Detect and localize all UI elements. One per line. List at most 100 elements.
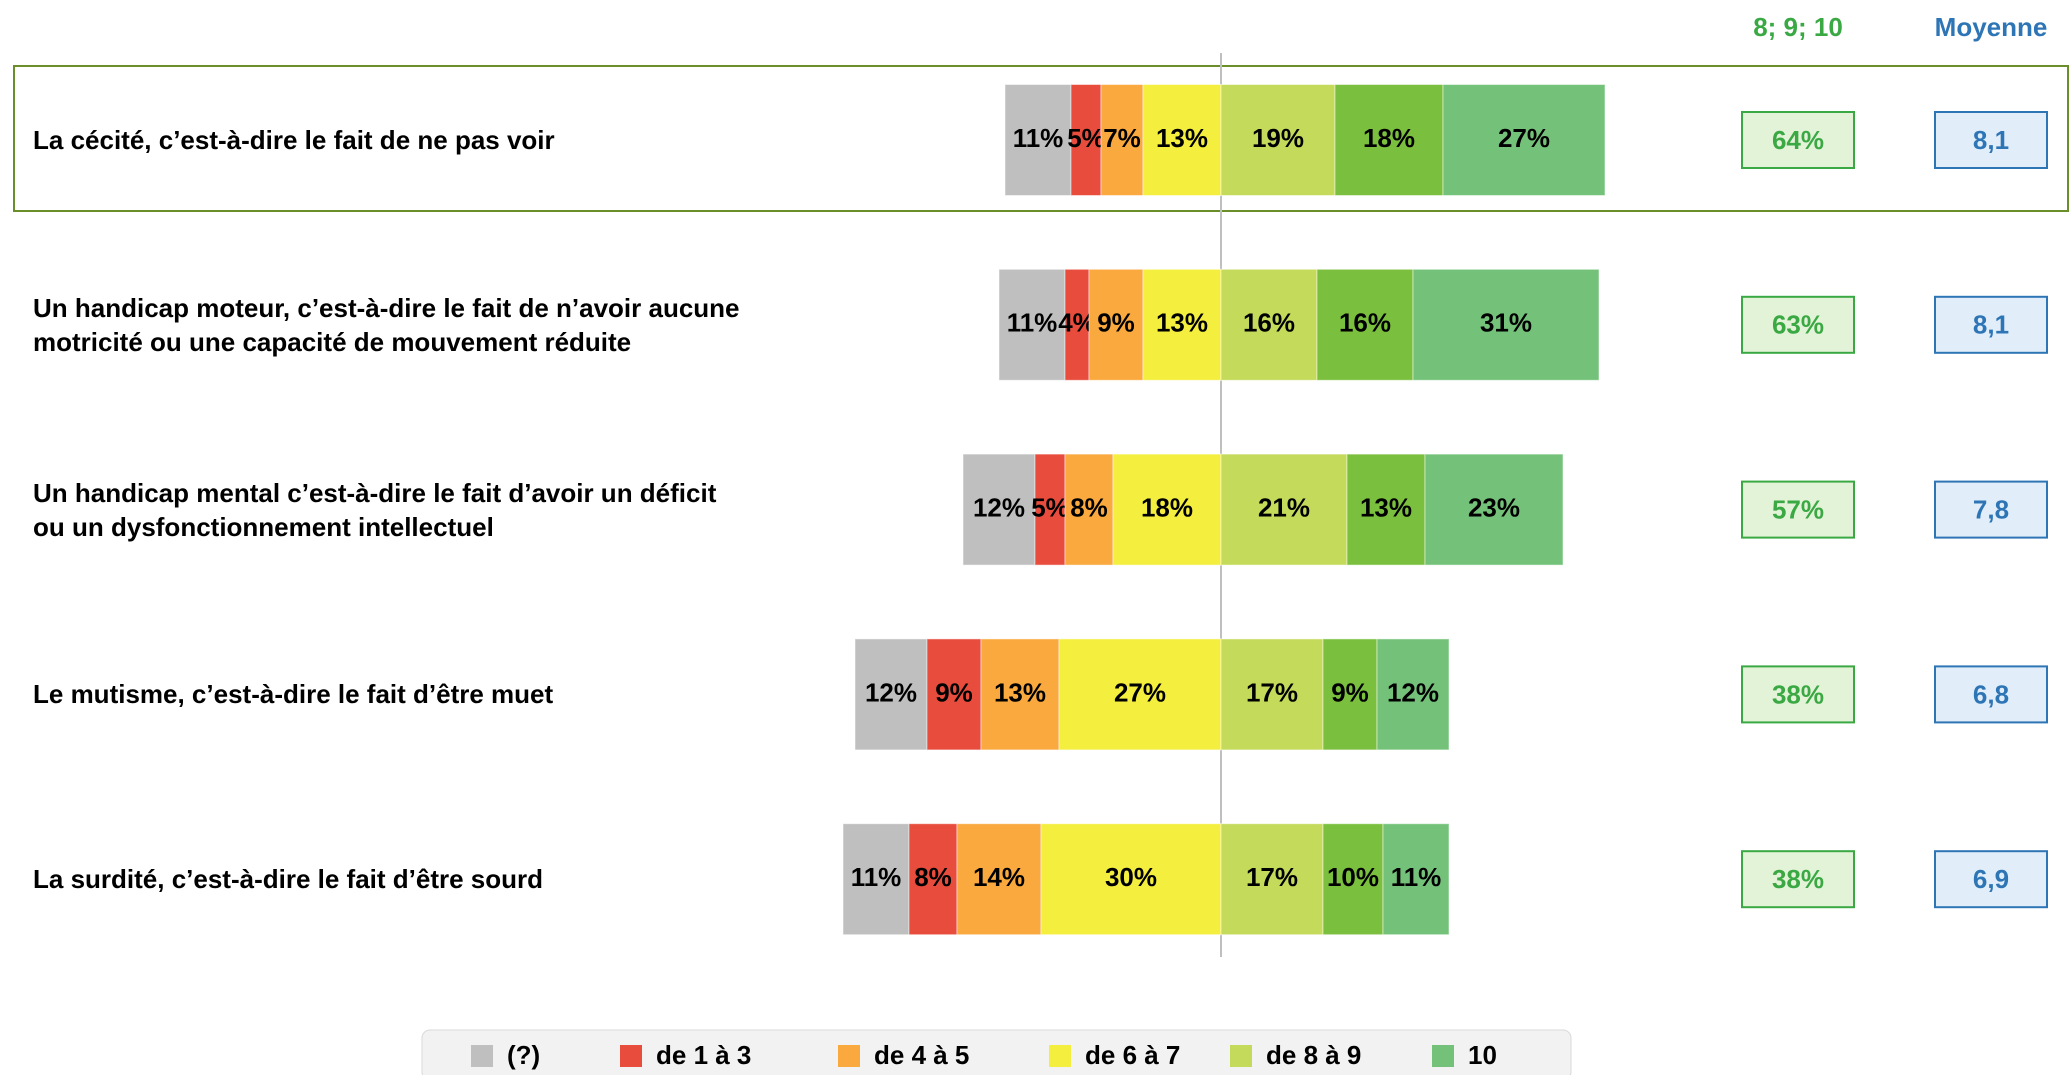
- bar-label: 11%: [851, 862, 902, 892]
- bar-label: 11%: [1013, 123, 1064, 153]
- bar-segment: [998, 268, 1066, 381]
- legend-swatch: [838, 1045, 860, 1067]
- mean-box: [1934, 480, 2048, 539]
- bar-segment: [908, 823, 958, 936]
- legend-label: de 6 à 7: [1085, 1040, 1180, 1070]
- bar-segment: [1322, 823, 1384, 936]
- bar-label: 7%: [1103, 123, 1141, 153]
- legend-box: [421, 1029, 1572, 1075]
- bar-segment: [1346, 453, 1426, 566]
- mean-box-label: 8,1: [1973, 125, 2009, 155]
- bar-segment: [956, 823, 1042, 936]
- bar-segment: [842, 823, 910, 936]
- top-box-label: 57%: [1772, 494, 1824, 524]
- mean-box-header: Moyenne: [1935, 12, 2048, 42]
- bar-label: 10%: [1327, 862, 1379, 892]
- bar-segment: [1334, 84, 1444, 196]
- legend-swatch: [1049, 1045, 1071, 1067]
- row-label: La surdité, c’est-à-dire le fait d’être …: [33, 864, 544, 895]
- bar-segment: [1220, 268, 1318, 381]
- bar-segment: [1376, 638, 1450, 751]
- bar-label: 16%: [1339, 308, 1391, 338]
- bar-segment: [1034, 453, 1066, 566]
- top-box-header: 8; 9; 10: [1753, 12, 1843, 42]
- bar-label: 18%: [1363, 123, 1415, 153]
- bar-segment: [1220, 453, 1348, 566]
- bar-segment: [1322, 638, 1378, 751]
- bar-label: 19%: [1252, 123, 1304, 153]
- mean-box-label: 7,8: [1973, 494, 2009, 524]
- row-label: La cécité, c’est-à-dire le fait de ne pa…: [33, 125, 555, 155]
- mean-box: [1934, 111, 2048, 169]
- bar-label: 13%: [1156, 308, 1208, 338]
- legend-label: 10: [1468, 1040, 1497, 1070]
- bar-label: 31%: [1480, 308, 1532, 338]
- top-box-label: 38%: [1772, 864, 1824, 894]
- bar-label: 12%: [865, 677, 917, 707]
- bar-label: 12%: [973, 492, 1025, 522]
- bar-label: 18%: [1141, 492, 1193, 522]
- top-box: [1741, 665, 1855, 724]
- bar-segment: [926, 638, 982, 751]
- legend-swatch: [1432, 1045, 1454, 1067]
- bar-segment: [962, 453, 1036, 566]
- bar-segment: [1382, 823, 1450, 936]
- bar-label: 17%: [1246, 862, 1298, 892]
- bar-label: 9%: [935, 677, 973, 707]
- bar-label: 9%: [1097, 308, 1135, 338]
- legend-label: de 4 à 5: [874, 1040, 969, 1070]
- highlight-frame: [13, 65, 2069, 212]
- bar-segment: [1220, 638, 1324, 751]
- bar-segment: [1064, 453, 1114, 566]
- bar-segment: [1064, 268, 1090, 381]
- top-box: [1741, 111, 1855, 169]
- bar-segment: [1424, 453, 1564, 566]
- mean-box: [1934, 665, 2048, 724]
- top-box: [1741, 850, 1855, 909]
- top-box-label: 63%: [1772, 310, 1824, 340]
- bar-label: 13%: [994, 677, 1046, 707]
- bar-label: 13%: [1360, 492, 1412, 522]
- bar-label: 27%: [1114, 677, 1166, 707]
- bar-segment: [1220, 84, 1336, 196]
- bar-segment: [1142, 268, 1222, 381]
- bar-segment: [1040, 823, 1222, 936]
- bar-segment: [1442, 84, 1606, 196]
- bar-segment: [1112, 453, 1222, 566]
- bar-label: 8%: [914, 862, 952, 892]
- top-box-label: 64%: [1772, 125, 1824, 155]
- bar-segment: [1412, 268, 1600, 381]
- bar-label: 9%: [1331, 677, 1369, 707]
- bar-segment: [1088, 268, 1144, 381]
- bar-label: 8%: [1070, 492, 1108, 522]
- bar-segment: [1220, 823, 1324, 936]
- legend-swatch: [471, 1045, 493, 1067]
- row-label: Le mutisme, c’est-à-dire le fait d’être …: [33, 679, 554, 710]
- bar-label: 11%: [1007, 308, 1058, 338]
- mean-box: [1934, 850, 2048, 909]
- legend-label: de 1 à 3: [656, 1040, 751, 1070]
- bar-label: 14%: [973, 862, 1025, 892]
- legend-label: (?): [507, 1040, 540, 1070]
- legend-swatch: [1230, 1045, 1252, 1067]
- bar-label: 30%: [1105, 862, 1157, 892]
- top-box: [1741, 480, 1855, 539]
- mean-box-label: 6,8: [1973, 679, 2009, 709]
- bar-segment: [854, 638, 928, 751]
- row-label: Un handicap mental c’est-à-dire le fait …: [33, 477, 717, 542]
- bar-label: 12%: [1387, 677, 1439, 707]
- mean-box: [1934, 295, 2048, 354]
- top-box: [1741, 295, 1855, 354]
- bar-label: 16%: [1243, 308, 1295, 338]
- row-label: Un handicap moteur, c’est-à-dire le fait…: [33, 292, 740, 357]
- legend-label: de 8 à 9: [1266, 1040, 1361, 1070]
- bar-segment: [1004, 84, 1072, 196]
- bar-segment: [1058, 638, 1222, 751]
- bar-label: 23%: [1468, 492, 1520, 522]
- bar-segment: [1316, 268, 1414, 381]
- legend-swatch: [620, 1045, 642, 1067]
- bar-label: 11%: [1391, 862, 1442, 892]
- mean-box-label: 8,1: [1973, 310, 2009, 340]
- bar-segment: [1100, 84, 1144, 196]
